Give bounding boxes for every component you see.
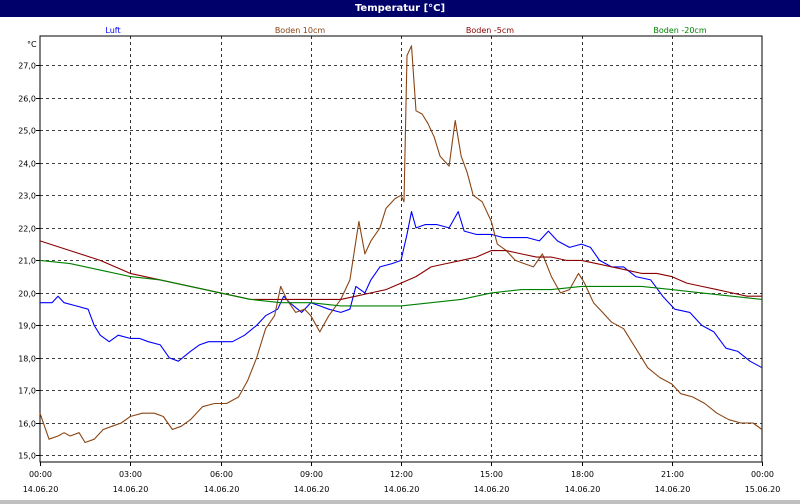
x-tick-date: 15.06.20 [745,485,781,494]
y-tick-label: 23,0 [18,192,36,201]
x-tick-time: 21:00 [661,470,684,479]
y-tick-label: 26,0 [18,95,36,104]
y-tick-label: 24,0 [18,160,36,169]
series-line-2 [39,45,763,444]
y-tick-label: 21,0 [18,257,36,266]
series-line-4 [39,259,763,307]
x-tick-date: 14.06.20 [384,485,420,494]
chart-title: Temperatur [°C] [0,0,800,17]
x-tick-date: 14.06.20 [204,485,240,494]
legend-entry: Boden -20cm [653,26,706,35]
legend-entry: Boden 10cm [275,26,326,35]
x-tick-date: 14.06.20 [565,485,601,494]
x-tick-time: 03:00 [119,470,142,479]
x-tick-date: 14.06.20 [655,485,691,494]
x-tick-time: 00:00 [751,470,774,479]
x-tick-date: 14.06.20 [23,485,59,494]
chart-area: 15,0 16,0 17,0 18,0 19,0 20,0 21,0 22,0 23,0 24,0… [0,17,800,500]
y-tick-label: 22,0 [18,225,36,234]
x-tick-time: 18:00 [571,470,594,479]
x-tick-time: 12:00 [390,470,413,479]
y-tick-label: 27,0 [18,62,36,71]
legend-entry: Boden -5cm [466,26,514,35]
x-tick-time: 00:00 [29,470,52,479]
y-tick-label: 25,0 [18,127,36,136]
legend-entry: Luft [105,26,120,35]
y-tick-label: 15,0 [18,452,36,461]
x-tick-time: 15:00 [480,470,503,479]
temperature-chart: 15,0 16,0 17,0 18,0 19,0 20,0 21,0 22,0 23,0 24,0… [18,26,781,494]
y-tick-label: 17,0 [18,387,36,396]
y-tick-label: 19,0 [18,322,36,331]
y-tick-label: 16,0 [18,420,36,429]
x-tick-time: 09:00 [300,470,323,479]
y-axis-label: °C [27,40,37,49]
plot-frame [39,35,763,463]
x-tick-date: 14.06.20 [474,485,510,494]
x-tick-time: 06:00 [210,470,233,479]
x-tick-date: 14.06.20 [294,485,330,494]
x-tick-date: 14.06.20 [113,485,149,494]
y-tick-label: 18,0 [18,355,36,364]
y-tick-label: 20,0 [18,290,36,299]
